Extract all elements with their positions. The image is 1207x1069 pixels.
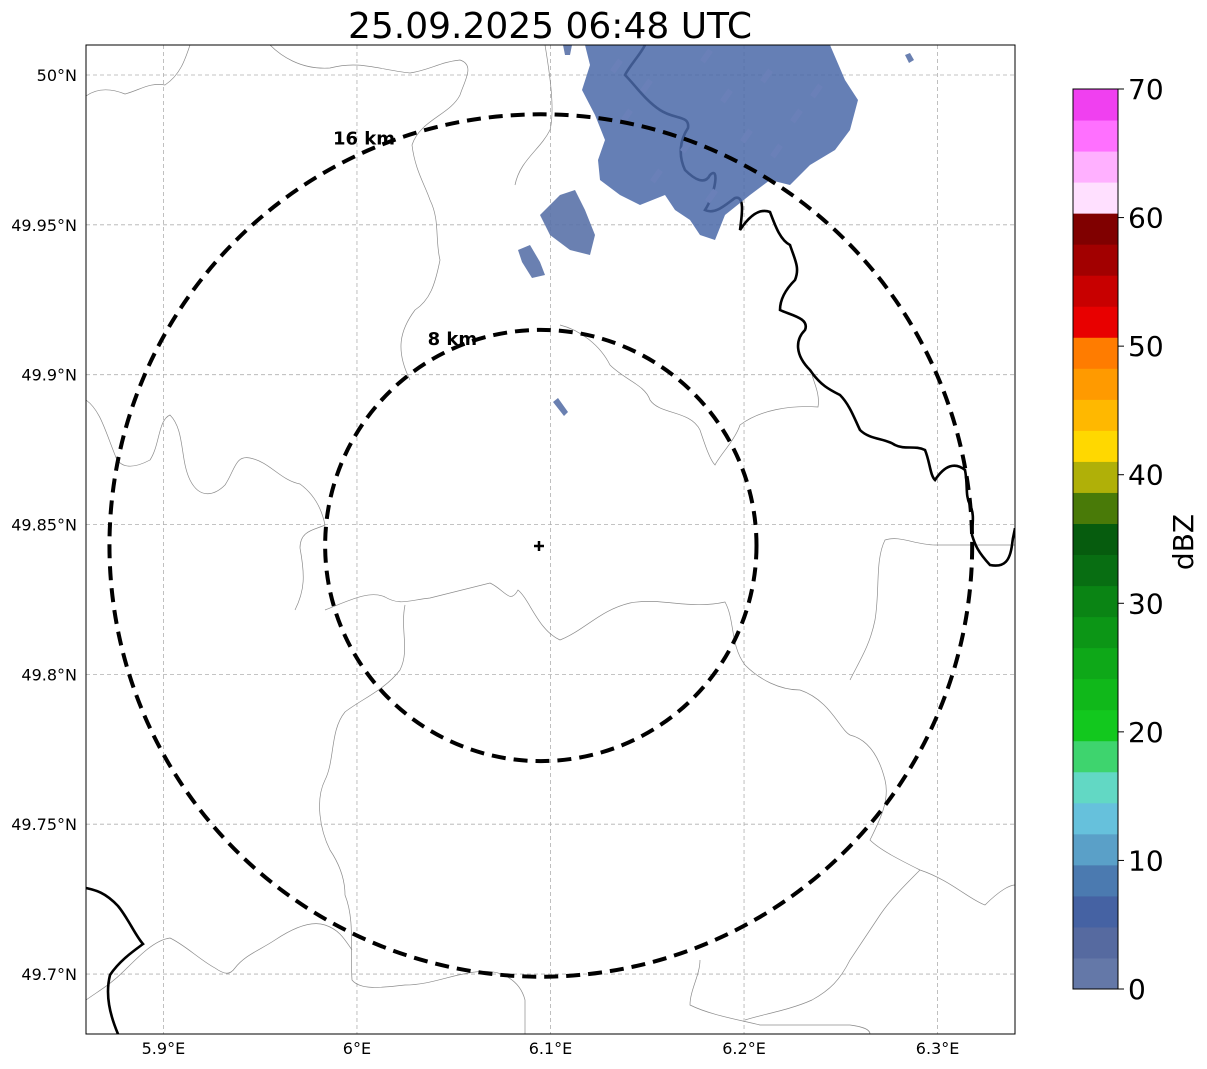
- range-ring: [107, 112, 975, 979]
- colorbar-segment: [1073, 957, 1118, 990]
- colorbar: 0 10 20 30 40 50 60 70 dBZ: [1072, 73, 1200, 1006]
- colorbar-tick-label: 10: [1128, 844, 1164, 877]
- plot-frame: [85, 44, 1016, 1035]
- border-line: [324, 582, 801, 691]
- radar-echoes: [518, 45, 914, 416]
- border-line: [559, 324, 819, 466]
- colorbar-tick-label: 20: [1128, 716, 1164, 749]
- border-line: [269, 45, 469, 381]
- colorbar-segment: [1073, 926, 1118, 959]
- colorbar-ticks: 0 10 20 30 40 50 60 70: [1118, 73, 1164, 1006]
- border-line: [744, 869, 921, 1021]
- x-tick-label: 6.3°E: [916, 1039, 960, 1058]
- municipal-borders: [86, 45, 1015, 1034]
- x-tick-label: 6.2°E: [722, 1039, 766, 1058]
- radar-echo-area: [563, 45, 572, 55]
- colorbar-segment: [1073, 585, 1118, 618]
- border-line: [86, 45, 191, 97]
- colorbar-tick-label: 0: [1128, 973, 1146, 1006]
- colorbar-segment: [1073, 647, 1118, 680]
- colorbar-segment: [1073, 430, 1118, 462]
- colorbar-segments: [1073, 89, 1118, 990]
- map-plot-area: 8 km 16 km: [85, 44, 1016, 1035]
- map-title: 25.09.2025 06:48 UTC: [348, 6, 752, 47]
- y-tick-label: 49.85°N: [11, 516, 77, 535]
- colorbar-segment: [1073, 554, 1118, 587]
- radar-echo-cell: [620, 108, 633, 124]
- colorbar-tick-label: 30: [1128, 587, 1164, 620]
- range-ring-label: 16 km: [333, 128, 395, 149]
- border-line: [689, 959, 871, 1034]
- colorbar-segment: [1073, 678, 1118, 711]
- colorbar-segment: [1073, 306, 1118, 338]
- range-ring-label: 8 km: [428, 329, 478, 350]
- y-tick-label: 49.7°N: [21, 965, 77, 984]
- colorbar-label: dBZ: [1167, 514, 1200, 570]
- colorbar-segment: [1073, 368, 1118, 400]
- radar-echo-area: [540, 190, 595, 255]
- border-line: [86, 923, 353, 1001]
- colorbar-segment: [1073, 771, 1118, 804]
- colorbar-segment: [1073, 89, 1118, 121]
- radar-echo-area: [553, 398, 568, 416]
- radar-echo-cell: [650, 168, 663, 184]
- radar-echo-cell: [810, 83, 823, 99]
- colorbar-segment: [1073, 337, 1118, 369]
- colorbar-segment: [1073, 864, 1118, 897]
- colorbar-segment: [1073, 151, 1118, 183]
- radar-echo-cell: [640, 78, 653, 94]
- range-ring: [323, 327, 759, 764]
- colorbar-segment: [1073, 244, 1118, 276]
- border-line: [849, 538, 1015, 681]
- colorbar-segment: [1073, 740, 1118, 773]
- y-tick-label: 49.9°N: [21, 366, 77, 385]
- colorbar-segment: [1073, 399, 1118, 431]
- y-axis-tick-labels: 50°N 49.95°N 49.9°N 49.85°N 49.8°N 49.75°N 49.…: [11, 66, 77, 984]
- x-tick-label: 6.1°E: [529, 1039, 573, 1058]
- colorbar-segment: [1073, 213, 1118, 245]
- colorbar-segment: [1073, 120, 1118, 152]
- colorbar-segment: [1073, 802, 1118, 835]
- radar-echo-cell: [705, 188, 718, 204]
- y-tick-label: 49.8°N: [21, 665, 77, 684]
- border-line: [514, 45, 553, 186]
- colorbar-tick-label: 50: [1128, 330, 1164, 363]
- y-tick-label: 49.75°N: [11, 815, 77, 834]
- colorbar-segment: [1073, 523, 1118, 556]
- radar-echo-cell: [740, 128, 753, 144]
- radar-site-marker: [534, 541, 544, 551]
- x-axis-tick-labels: 5.9°E 6°E 6.1°E 6.2°E 6.3°E: [142, 1039, 960, 1058]
- radar-echo-area: [905, 53, 914, 63]
- colorbar-segment: [1073, 275, 1118, 307]
- border-line: [799, 689, 1015, 906]
- border-line: [86, 399, 326, 611]
- x-tick-label: 6°E: [343, 1039, 371, 1058]
- colorbar-segment: [1073, 182, 1118, 214]
- radar-echo-cell: [700, 48, 713, 64]
- border-line: [319, 604, 526, 1034]
- colorbar-segment: [1073, 492, 1118, 524]
- colorbar-segment: [1073, 461, 1118, 493]
- radar-echo-cell: [760, 68, 773, 84]
- colorbar-segment: [1073, 616, 1118, 649]
- colorbar-frame: [1072, 88, 1119, 990]
- colorbar-tick-label: 40: [1128, 459, 1164, 492]
- colorbar-tick-label: 60: [1128, 202, 1164, 235]
- radar-echo-cell: [610, 58, 623, 74]
- radar-echo-cell: [720, 88, 733, 104]
- x-tick-label: 5.9°E: [142, 1039, 186, 1058]
- radar-echo-cell: [770, 143, 783, 159]
- y-tick-label: 50°N: [37, 66, 77, 85]
- radar-echo-area: [518, 245, 545, 278]
- radar-echo-cell: [790, 108, 803, 124]
- country-border-line: [86, 886, 145, 1034]
- colorbar-segment: [1073, 833, 1118, 866]
- range-rings: 8 km 16 km: [107, 112, 975, 979]
- colorbar-tick-label: 70: [1128, 73, 1164, 106]
- colorbar-segment: [1073, 895, 1118, 928]
- colorbar-segment: [1073, 709, 1118, 742]
- radar-echo-area: [582, 45, 858, 240]
- y-tick-label: 49.95°N: [11, 216, 77, 235]
